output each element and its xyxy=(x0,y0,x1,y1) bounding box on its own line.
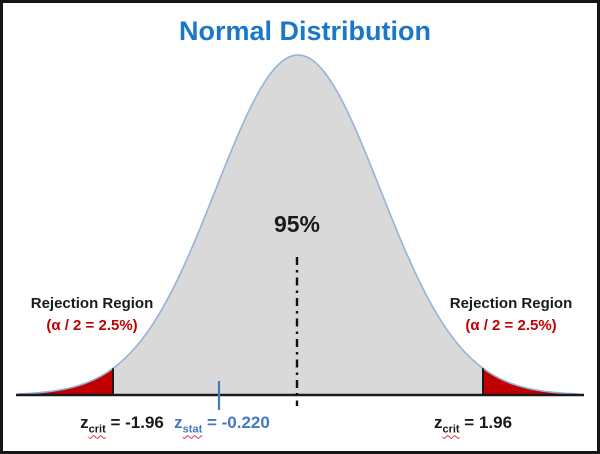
z-symbol: z xyxy=(80,413,89,432)
z-symbol: z xyxy=(174,413,183,432)
z-symbol: z xyxy=(433,413,443,432)
page-title: Normal Distribution xyxy=(178,16,432,46)
z-value: = 1.96 xyxy=(459,413,513,432)
bell-area xyxy=(18,55,578,395)
z-subscript: crit xyxy=(442,423,460,436)
rejection-region-label-right: Rejection Region (α / 2 = 2.5%) xyxy=(450,293,573,337)
z-subscript: stat xyxy=(182,423,203,436)
z-stat-label: zstat = -0.220 xyxy=(174,413,270,435)
z-crit-right-label: zcrit = 1.96 xyxy=(434,413,512,435)
rejection-region-label-left: Rejection Region (α / 2 = 2.5%) xyxy=(31,293,154,337)
rejection-area-right xyxy=(483,368,578,395)
z-subscript: crit xyxy=(88,423,106,436)
rejection-region-alpha: (α / 2 = 2.5%) xyxy=(465,317,557,334)
rejection-region-title: Rejection Region xyxy=(449,295,573,312)
confidence-region-label: 95% xyxy=(273,211,321,237)
bell-curve-line xyxy=(17,54,579,395)
z-value: = -1.96 xyxy=(105,413,164,432)
rejection-region-title: Rejection Region xyxy=(30,295,154,312)
z-crit-left-label: zcrit = -1.96 xyxy=(80,413,164,435)
rejection-area-left xyxy=(18,368,113,395)
rejection-region-alpha: (α / 2 = 2.5%) xyxy=(46,317,138,334)
z-value: = -0.220 xyxy=(202,413,270,432)
